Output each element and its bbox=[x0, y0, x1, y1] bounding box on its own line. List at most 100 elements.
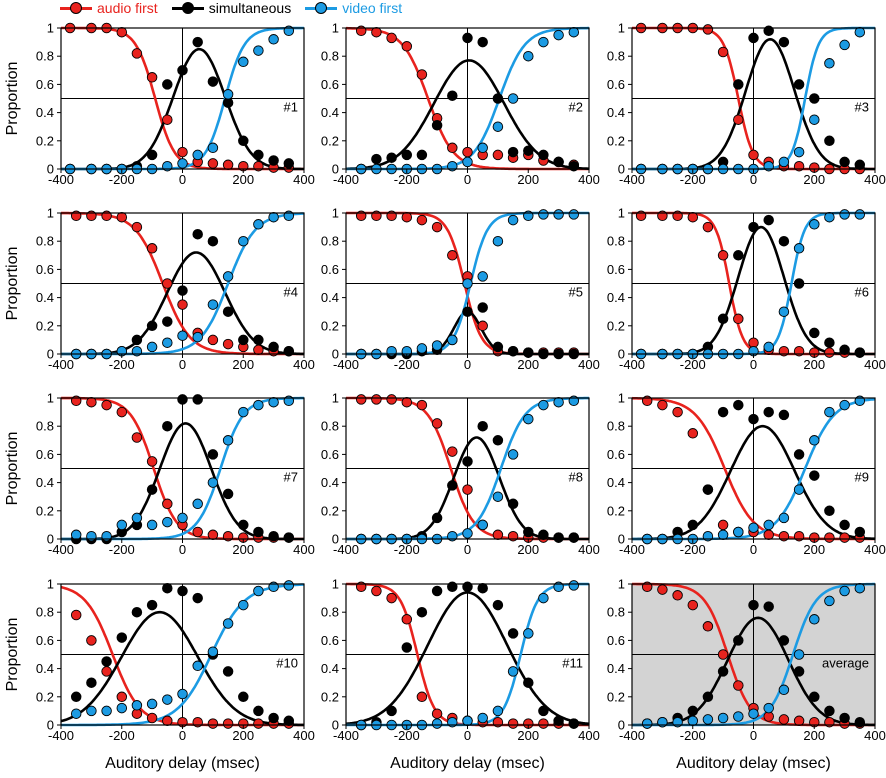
y-tick-label: 0.4 bbox=[321, 475, 339, 490]
x-tick-label: -200 bbox=[109, 728, 135, 743]
data-point-simultaneous bbox=[763, 214, 774, 226]
x-tick-label: -200 bbox=[394, 172, 420, 187]
y-tick-label: 1 bbox=[332, 577, 339, 592]
data-point-audio-first bbox=[657, 399, 668, 411]
data-point-audio-first bbox=[177, 299, 188, 310]
data-point-video-first bbox=[854, 582, 866, 594]
data-point-simultaneous bbox=[477, 302, 488, 313]
data-point-simultaneous bbox=[733, 635, 744, 646]
y-tick-label: 0.8 bbox=[607, 234, 625, 249]
y-tick-label: 0.8 bbox=[321, 49, 339, 64]
x-tick-label: 0 bbox=[750, 172, 757, 187]
data-point-video-first bbox=[854, 26, 866, 38]
data-point-simultaneous bbox=[733, 399, 744, 411]
data-point-video-first bbox=[568, 26, 580, 38]
data-point-simultaneous bbox=[192, 228, 203, 240]
x-tick-label: 200 bbox=[803, 542, 825, 557]
data-point-video-first bbox=[253, 219, 264, 230]
data-point-simultaneous bbox=[854, 347, 866, 358]
data-point-audio-first bbox=[207, 529, 219, 541]
data-point-audio-first bbox=[253, 718, 264, 729]
y-tick-label: 0.6 bbox=[607, 262, 625, 277]
data-point-simultaneous bbox=[507, 628, 519, 639]
data-point-simultaneous bbox=[778, 409, 790, 421]
data-point-video-first bbox=[131, 512, 143, 524]
data-point-audio-first bbox=[733, 680, 744, 691]
data-point-simultaneous bbox=[371, 153, 382, 165]
data-point-video-first bbox=[748, 708, 759, 719]
data-point-simultaneous bbox=[268, 341, 279, 353]
legend-swatch-audio-first bbox=[60, 2, 92, 14]
y-axis-title: Proportion bbox=[4, 62, 21, 136]
data-point-simultaneous bbox=[854, 526, 866, 538]
y-tick-label: 0 bbox=[618, 718, 625, 733]
x-tick-label: 0 bbox=[464, 357, 471, 372]
y-tick-label: 0.4 bbox=[321, 105, 339, 120]
y-tick-label: 0.6 bbox=[36, 633, 54, 648]
x-tick-label: 0 bbox=[750, 542, 757, 557]
data-point-simultaneous bbox=[268, 155, 279, 166]
y-tick-label: 0.6 bbox=[321, 77, 339, 92]
data-point-simultaneous bbox=[431, 585, 443, 597]
panel-label: #5 bbox=[569, 285, 583, 300]
data-point-video-first bbox=[222, 89, 234, 100]
x-tick-label: -400 bbox=[619, 542, 645, 557]
data-point-audio-first bbox=[146, 712, 158, 724]
panel-label: #11 bbox=[562, 656, 583, 671]
data-point-audio-first bbox=[702, 621, 714, 632]
data-point-video-first bbox=[177, 330, 188, 341]
x-tick-label: 200 bbox=[803, 728, 825, 743]
data-point-simultaneous bbox=[283, 715, 295, 727]
data-point-video-first bbox=[177, 158, 188, 169]
data-point-video-first bbox=[462, 156, 473, 168]
data-point-audio-first bbox=[507, 718, 519, 729]
data-point-simultaneous bbox=[386, 705, 397, 717]
data-point-simultaneous bbox=[763, 601, 774, 612]
data-point-audio-first bbox=[492, 529, 504, 541]
data-point-simultaneous bbox=[238, 691, 249, 703]
data-point-audio-first bbox=[207, 334, 219, 346]
data-point-simultaneous bbox=[101, 656, 112, 667]
panel-label: #2 bbox=[569, 100, 583, 115]
y-tick-label: 0.2 bbox=[607, 133, 625, 148]
data-point-audio-first bbox=[116, 26, 128, 38]
data-point-audio-first bbox=[371, 585, 382, 597]
data-point-simultaneous bbox=[477, 582, 488, 594]
x-tick-label: 0 bbox=[179, 357, 186, 372]
x-tick-label: 0 bbox=[464, 172, 471, 187]
data-point-simultaneous bbox=[763, 406, 774, 418]
data-point-simultaneous bbox=[431, 512, 443, 524]
data-point-simultaneous bbox=[131, 606, 143, 618]
x-tick-label: 0 bbox=[464, 728, 471, 743]
data-point-video-first bbox=[253, 399, 264, 411]
x-tick-label: 200 bbox=[517, 172, 539, 187]
data-point-video-first bbox=[477, 712, 488, 724]
data-point-video-first bbox=[523, 413, 534, 425]
data-point-video-first bbox=[733, 711, 744, 722]
data-point-video-first bbox=[177, 512, 188, 524]
y-tick-label: 0.6 bbox=[607, 447, 625, 462]
x-tick-label: 200 bbox=[517, 542, 539, 557]
data-point-simultaneous bbox=[793, 79, 805, 90]
data-point-simultaneous bbox=[538, 529, 549, 541]
y-tick-label: 0.2 bbox=[36, 503, 54, 518]
x-tick-label: 400 bbox=[293, 357, 315, 372]
y-tick-label: 1 bbox=[332, 21, 339, 36]
x-axis-title: Auditory delay (msec) bbox=[105, 755, 260, 772]
x-tick-label: -400 bbox=[48, 728, 74, 743]
y-tick-label: 1 bbox=[332, 391, 339, 406]
data-point-simultaneous bbox=[222, 666, 234, 677]
y-tick-label: 0.4 bbox=[607, 661, 625, 676]
data-point-audio-first bbox=[146, 456, 158, 467]
data-point-simultaneous bbox=[717, 313, 729, 325]
data-point-simultaneous bbox=[207, 449, 219, 460]
data-point-video-first bbox=[538, 36, 549, 48]
data-point-video-first bbox=[192, 498, 203, 510]
data-point-audio-first bbox=[733, 313, 744, 325]
data-point-video-first bbox=[207, 142, 219, 154]
data-point-audio-first bbox=[131, 221, 143, 233]
data-point-audio-first bbox=[672, 590, 683, 601]
data-point-simultaneous bbox=[748, 32, 759, 44]
data-point-audio-first bbox=[793, 715, 805, 727]
data-point-audio-first bbox=[538, 718, 549, 729]
